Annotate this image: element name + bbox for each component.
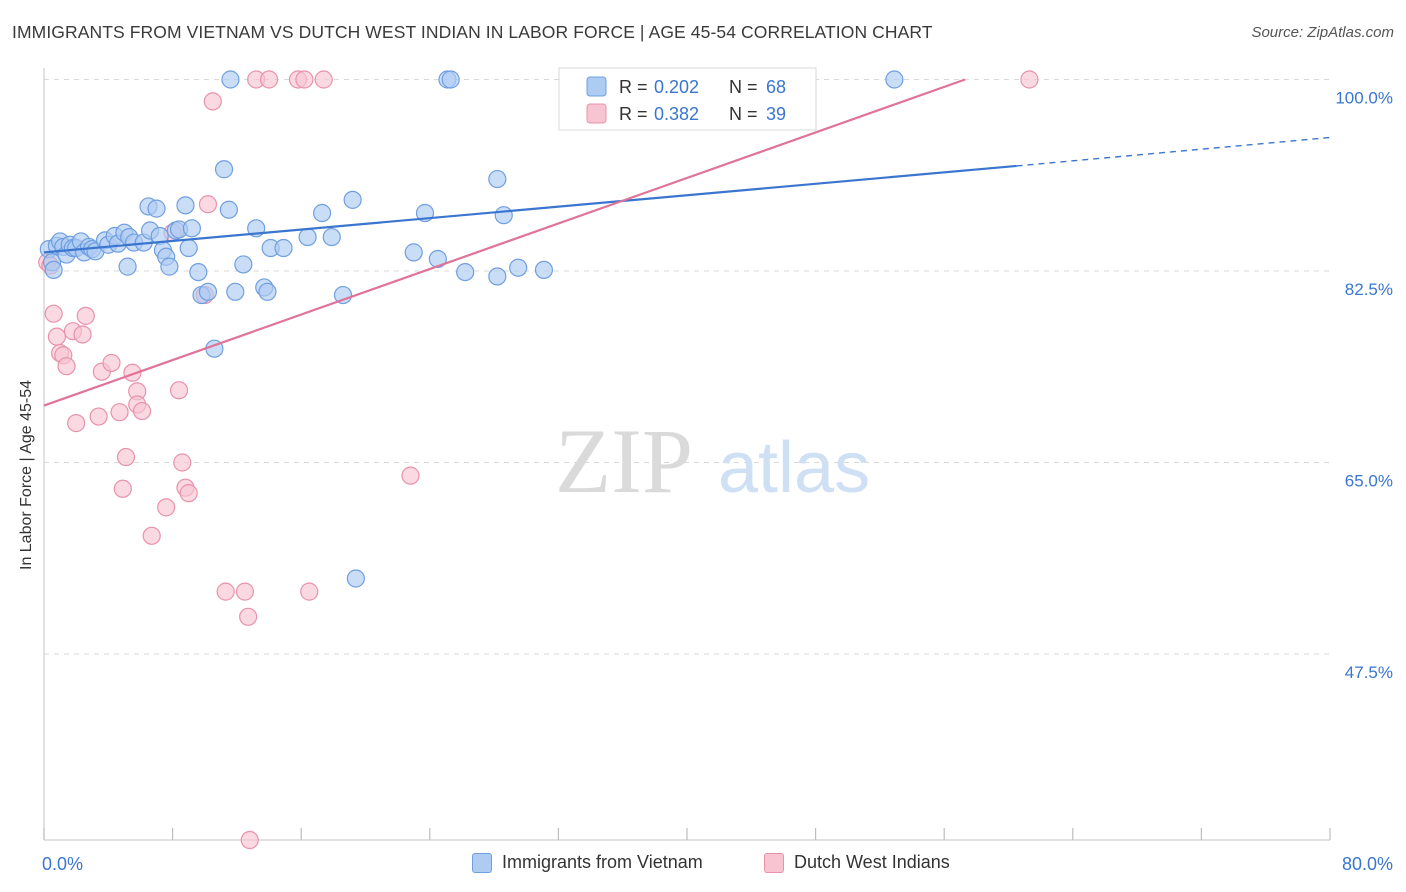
point-vietnam-2: [44, 260, 63, 280]
y-axis-label: In Labor Force | Age 45-54: [18, 379, 35, 570]
point-dutch-west-indians-32: [235, 582, 255, 601]
legend-item-vietnam: Immigrants from Vietnam: [472, 852, 703, 873]
point-dutch-west-indians-40: [314, 70, 333, 89]
point-vietnam-26: [147, 199, 166, 218]
point-dutch-west-indians-11: [89, 407, 108, 426]
point-dutch-west-indians-31: [216, 582, 235, 601]
point-vietnam-51: [312, 203, 332, 223]
point-vietnam-50: [298, 227, 317, 247]
trend-line-dutch-west-indians: [43, 78, 966, 407]
x-tick-label-0: 0.0%: [42, 854, 83, 874]
point-dutch-west-indians-6: [57, 357, 76, 376]
point-vietnam-40: [214, 160, 234, 179]
legend-label-vietnam: Immigrants from Vietnam: [502, 852, 703, 872]
point-dutch-west-indians-21: [142, 526, 161, 545]
trend-lines: [43, 78, 1331, 407]
point-dutch-west-indians-34: [240, 830, 259, 850]
point-dutch-west-indians-10: [76, 306, 95, 325]
point-vietnam-22: [118, 257, 137, 276]
point-dutch-west-indians-24: [169, 381, 189, 400]
y-tick-label-3: 100.0%: [1335, 89, 1393, 108]
point-dutch-west-indians-15: [113, 479, 132, 498]
point-dutch-west-indians-41: [401, 466, 420, 485]
point-vietnam-47: [258, 282, 277, 301]
point-vietnam-52: [322, 227, 341, 247]
legend-label-dutch-west-indians: Dutch West Indians: [794, 852, 950, 872]
y-tick-label-0: 47.5%: [1345, 663, 1393, 682]
point-dutch-west-indians-9: [73, 325, 92, 344]
point-dutch-west-indians-39: [300, 582, 319, 601]
point-dutch-west-indians-8: [67, 414, 86, 433]
point-dutch-west-indians-38: [295, 70, 314, 89]
point-dutch-west-indians-17: [123, 363, 142, 382]
source-label: Source: ZipAtlas.com: [1251, 24, 1394, 41]
point-dutch-west-indians-20: [132, 401, 152, 421]
point-vietnam-66: [534, 260, 554, 280]
legend-n-label-1: N =: [729, 77, 758, 97]
y-tick-label-1: 65.0%: [1345, 472, 1393, 491]
point-vietnam-64: [488, 267, 507, 286]
point-dutch-west-indians-16: [116, 447, 136, 467]
point-vietnam-43: [226, 282, 245, 301]
legend-r-value-1: 0.202: [654, 77, 699, 97]
legend-n-label-2: N =: [729, 104, 758, 124]
legend-r-label-2: R =: [619, 104, 648, 124]
legend-r-label-1: R =: [619, 77, 648, 97]
point-dutch-west-indians-33: [239, 607, 258, 626]
point-dutch-west-indians-13: [102, 353, 121, 373]
x-tick-label-1: 80.0%: [1342, 854, 1393, 874]
point-dutch-west-indians-36: [259, 70, 279, 89]
watermark-atlas: atlas: [718, 428, 870, 508]
chart-title: IMMIGRANTS FROM VIETNAM VS DUTCH WEST IN…: [12, 22, 933, 42]
legend-n-value-1: 68: [766, 77, 786, 97]
point-vietnam-35: [182, 219, 201, 238]
point-vietnam-54: [343, 190, 362, 209]
trend-line-vietnam: [43, 164, 1017, 254]
point-vietnam-30: [160, 257, 179, 276]
legend-bottom: Immigrants from Vietnam Dutch West India…: [0, 852, 1406, 878]
legend-swatch-vietnam: [472, 852, 492, 873]
y-tick-label-2: 82.5%: [1345, 280, 1393, 299]
point-dutch-west-indians-30: [203, 92, 222, 111]
point-vietnam-33: [176, 196, 195, 215]
point-vietnam-67: [885, 70, 904, 89]
point-vietnam-36: [189, 262, 208, 282]
point-vietnam-44: [234, 255, 253, 274]
point-vietnam-65: [509, 258, 528, 277]
point-vietnam-61: [456, 262, 475, 282]
point-vietnam-56: [404, 243, 423, 262]
point-vietnam-60: [441, 70, 460, 89]
point-dutch-west-indians-42: [1020, 70, 1039, 89]
legend-r-value-2: 0.382: [654, 104, 699, 124]
point-vietnam-62: [488, 169, 507, 189]
legend-swatch-dutch-west-indians: [764, 852, 784, 873]
legend-swatch-blue: [586, 76, 607, 97]
legend-item-dutch-west-indians: Dutch West Indians: [764, 852, 950, 873]
point-vietnam-49: [274, 238, 293, 258]
point-dutch-west-indians-14: [110, 403, 129, 422]
point-dutch-west-indians-22: [157, 498, 176, 517]
point-vietnam-58: [428, 249, 447, 269]
watermark-zip: ZIP: [555, 410, 693, 512]
point-vietnam-34: [179, 238, 198, 258]
legend-top: R = 0.202 N = 68 R = 0.382 N = 39: [558, 67, 817, 131]
point-vietnam-41: [219, 200, 238, 219]
series-dutch-west-indians: [38, 70, 1039, 850]
point-vietnam-42: [221, 70, 240, 89]
point-vietnam-55: [346, 569, 365, 588]
grid-layer: [44, 79, 1330, 655]
point-dutch-west-indians-25: [173, 453, 192, 472]
legend-n-value-2: 39: [766, 104, 786, 124]
point-vietnam-38: [198, 282, 218, 301]
trend-line-vietnam-extension: [1016, 136, 1331, 167]
point-dutch-west-indians-29: [198, 195, 218, 214]
legend-swatch-pink: [586, 103, 607, 124]
point-dutch-west-indians-2: [44, 304, 63, 323]
point-vietnam-63: [494, 206, 513, 225]
point-dutch-west-indians-3: [47, 327, 66, 346]
point-dutch-west-indians-27: [179, 484, 198, 503]
tick-labels: 47.5% 65.0% 82.5% 100.0% 0.0% 80.0%: [42, 89, 1393, 875]
